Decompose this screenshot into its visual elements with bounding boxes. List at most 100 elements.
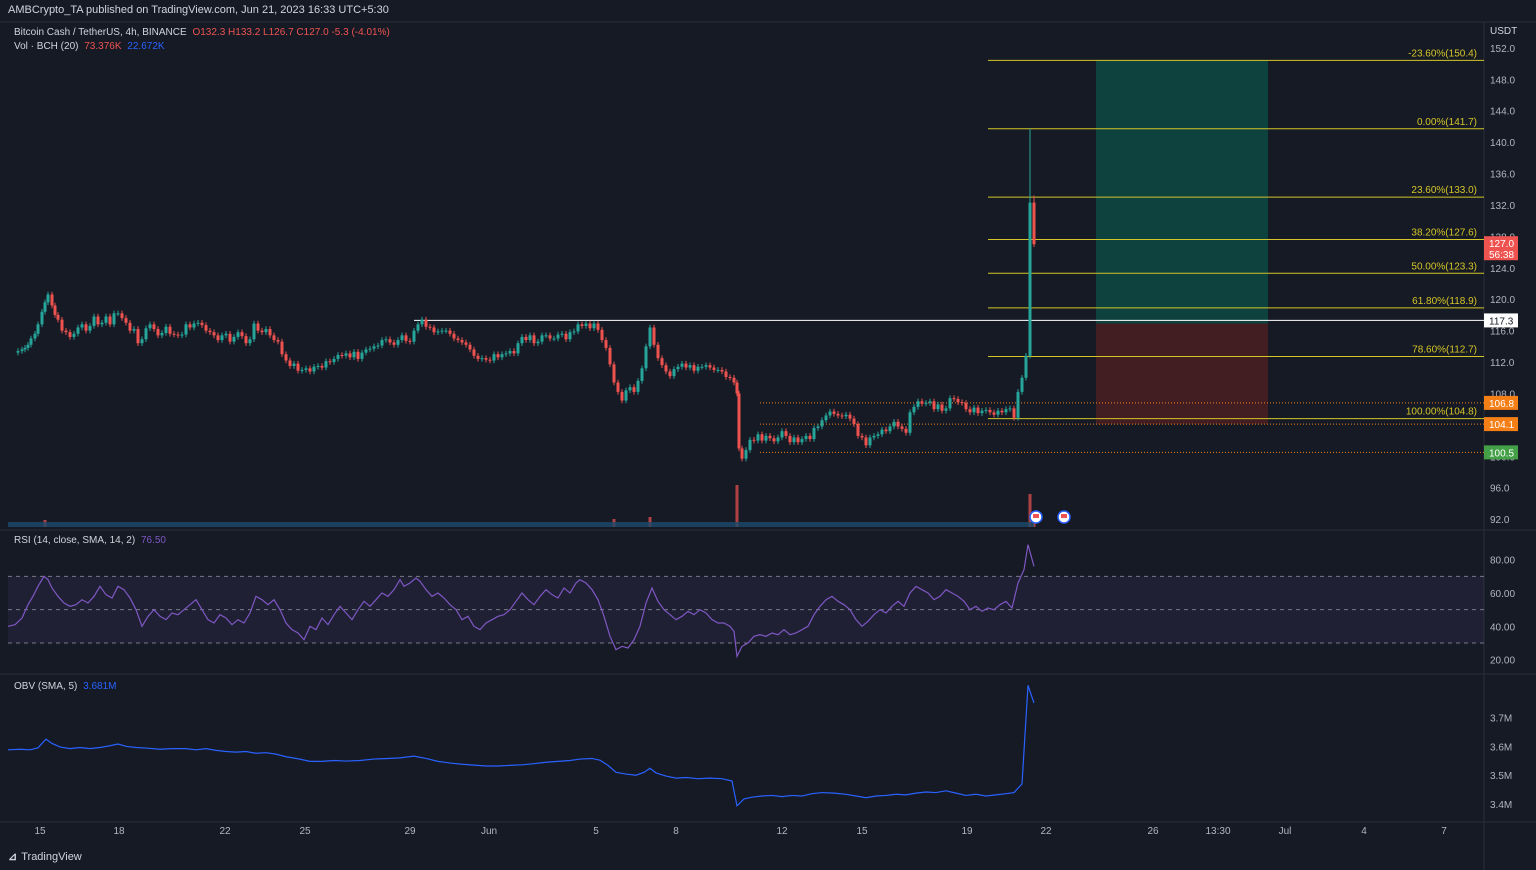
time-tick-label: 22 (1040, 826, 1052, 837)
candle-body (264, 329, 268, 333)
candle-body (900, 426, 904, 429)
candle-body (168, 326, 172, 334)
take-profit-zone (1096, 60, 1268, 324)
candle-body (716, 369, 720, 371)
candle-body (176, 334, 180, 336)
stop-loss-zone (1096, 323, 1268, 425)
candle-body (128, 322, 132, 331)
candle-body (752, 439, 756, 441)
candle-body (156, 329, 160, 336)
candle-body (500, 354, 504, 358)
obv-label[interactable]: OBV (SMA, 5) (14, 681, 78, 692)
candle-body (552, 338, 556, 340)
candle-body (216, 335, 220, 341)
candle-body (76, 327, 80, 334)
candle-body (628, 387, 632, 391)
fib-level-label: 38.20%(127.6) (1411, 228, 1477, 239)
candle-body (56, 314, 60, 320)
candle-body (1032, 202, 1036, 245)
candle-body (572, 331, 576, 333)
candle-body (672, 369, 676, 377)
candle-body (724, 371, 728, 377)
candle-body (688, 365, 692, 368)
candle-body (744, 450, 748, 459)
candle-body (960, 402, 964, 404)
candle-body (192, 323, 196, 328)
candle-body (848, 414, 852, 419)
volume-bar (735, 485, 739, 527)
candle-body (644, 346, 648, 369)
candle-body (64, 330, 68, 333)
candle-body (764, 435, 768, 441)
candle-body (584, 323, 588, 326)
candle-body (240, 332, 244, 337)
fib-level-label: 78.60%(112.7) (1412, 345, 1477, 356)
candle-body (200, 322, 204, 326)
time-tick-label: 29 (404, 826, 416, 837)
candle-body (948, 398, 952, 409)
volume-value-2: 22.672K (127, 41, 165, 52)
candle-body (460, 340, 464, 343)
price-tag-label: 117.3 (1489, 316, 1514, 327)
candle-body (928, 401, 932, 403)
candle-body (908, 412, 912, 433)
rsi-value: 76.50 (140, 535, 166, 546)
rsi-label[interactable]: RSI (14, close, SMA, 14, 2) (14, 535, 136, 546)
candle-body (40, 311, 44, 325)
symbol-label[interactable]: Bitcoin Cash / TetherUS, 4h, BINANCE (14, 27, 187, 38)
candle-body (256, 323, 260, 331)
time-tick-label: 22 (219, 826, 231, 837)
candle-body (400, 335, 404, 341)
candle-body (884, 429, 888, 432)
candle-body (320, 365, 324, 368)
candle-body (932, 401, 936, 410)
candle-body (472, 349, 476, 356)
time-tick-label: Jul (1279, 826, 1292, 837)
candle-body (560, 333, 564, 335)
candle-body (452, 333, 456, 339)
candle-body (20, 349, 24, 352)
candle-body (152, 324, 156, 330)
candle-body (252, 323, 256, 340)
volume-value-1: 73.376K (84, 41, 122, 52)
candle-body (1008, 408, 1012, 410)
candle-body (872, 435, 876, 438)
candle-body (740, 448, 744, 459)
candle-body (668, 371, 672, 377)
candle-body (596, 323, 600, 330)
ohlc-values: O132.3 H133.2 L126.7 C127.0 -5.3 (-4.01%… (192, 27, 390, 38)
candle-body (540, 335, 544, 342)
rsi-tick-label: 80.00 (1490, 556, 1515, 567)
candle-body (496, 354, 500, 358)
rsi-line (7, 544, 1035, 659)
candle-body (776, 437, 780, 442)
candle-body (620, 391, 624, 401)
candle-body (984, 409, 988, 411)
candle-body (1020, 377, 1024, 392)
candle-body (664, 365, 668, 372)
candle-body (1000, 410, 1004, 413)
candle-body (316, 365, 320, 367)
candle-body (364, 349, 368, 353)
candle-body (888, 426, 892, 432)
candle-body (508, 351, 512, 354)
obv-tick-label: 3.6M (1490, 742, 1512, 753)
tradingview-brand[interactable]: ⊿ TradingView (8, 850, 82, 863)
candle-body (680, 363, 684, 367)
candle-body (50, 294, 54, 306)
candle-body (916, 401, 920, 407)
candle-body (640, 368, 644, 381)
candle-body (504, 353, 508, 355)
candle-body (824, 415, 828, 421)
currency-label: USDT (1490, 26, 1517, 37)
candle-body (260, 330, 264, 333)
candle-body (440, 330, 444, 332)
fib-level-label: 0.00%(141.7) (1417, 117, 1477, 128)
candle-body (684, 363, 688, 368)
price-tag-bg (1484, 395, 1518, 410)
volume-label[interactable]: Vol · BCH (20) (14, 41, 79, 52)
candle-body (556, 334, 560, 339)
candle-countdown-label: 56:38 (1489, 250, 1514, 261)
candle-body (604, 340, 608, 348)
